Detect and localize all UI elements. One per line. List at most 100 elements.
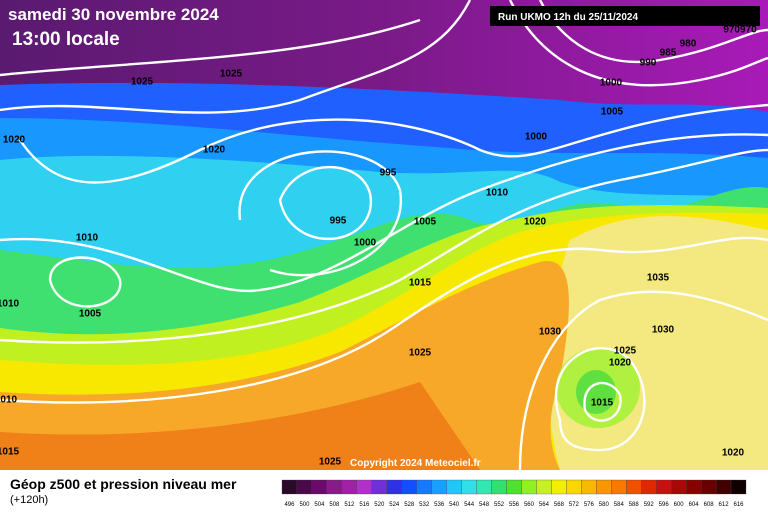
- colorbar-swatch: [700, 479, 717, 495]
- colorbar-label: 556: [509, 502, 520, 508]
- colorbar-label: 616: [734, 502, 745, 508]
- colorbar-swatch: [371, 479, 387, 495]
- colorbar-label: 580: [599, 502, 610, 508]
- map-subtitle: 13:00 locale: [12, 29, 120, 50]
- colorbar-swatch: [685, 479, 702, 495]
- colorbar-label: 568: [554, 502, 565, 508]
- isobar-label: 1020: [3, 135, 26, 146]
- isobar-label: 980: [680, 39, 697, 50]
- isobar-label: 1005: [414, 217, 437, 228]
- isobar-label: 1020: [609, 358, 632, 369]
- colorbar-label: 588: [629, 502, 640, 508]
- colorbar-swatch: [326, 479, 343, 495]
- colorbar-swatch: [671, 479, 687, 495]
- colorbar-swatch: [431, 479, 447, 495]
- colorbar-label: 504: [314, 502, 325, 508]
- colorbar-swatch: [386, 479, 402, 495]
- colorbar-label: 544: [464, 502, 475, 508]
- colorbar-swatch: [611, 479, 627, 495]
- colorbar-swatch: [356, 479, 372, 495]
- colorbar-label: 604: [689, 502, 700, 508]
- colorbar-swatch: [551, 479, 567, 495]
- colorbar-label: 600: [674, 502, 685, 508]
- colorbar-label: 564: [539, 502, 550, 508]
- colorbar-label: 524: [389, 502, 400, 508]
- isobar-label: 1025: [614, 346, 637, 357]
- colorbar-swatch: [401, 479, 417, 495]
- isobar-label: 1015: [591, 398, 614, 409]
- isobar-label: 1035: [647, 273, 670, 284]
- colorbar-label: 592: [644, 502, 655, 508]
- isobar-label: 1000: [600, 78, 623, 89]
- isobar-label: 1005: [601, 107, 624, 118]
- isobar-label: 1010: [0, 395, 18, 406]
- colorbar-swatch: [446, 479, 462, 495]
- colorbar-label: 496: [284, 502, 295, 508]
- run-box: [490, 6, 760, 26]
- colorbar-label: 552: [494, 502, 505, 508]
- isobar-label: 1020: [203, 145, 226, 156]
- colorbar-label: 584: [614, 502, 625, 508]
- isobar-label: 1010: [486, 188, 509, 199]
- isobar-label: 1000: [354, 238, 377, 249]
- run-label: Run UKMO 12h du 25/11/2024: [498, 12, 638, 23]
- colorbar-label: 548: [479, 502, 490, 508]
- colorbar-label: 576: [584, 502, 595, 508]
- isobar-label: 1015: [0, 447, 20, 458]
- colorbar-swatch: [341, 479, 357, 495]
- colorbar-swatch: [656, 479, 672, 495]
- colorbar-swatch: [596, 479, 612, 495]
- copyright: Copyright 2024 Meteociel.fr: [350, 458, 481, 469]
- isobar-label: 1025: [131, 77, 154, 88]
- colorbar-swatch: [581, 479, 597, 495]
- isobar-label: 985: [660, 48, 677, 59]
- colorbar-label: 512: [344, 502, 355, 508]
- legend-lead: (+120h): [10, 494, 48, 506]
- colorbar-label: 516: [359, 502, 370, 508]
- isobar-label: 1030: [652, 325, 675, 336]
- colorbar-swatch: [461, 479, 477, 495]
- colorbar-label: 508: [329, 502, 340, 508]
- isobar-label: 995: [380, 168, 397, 179]
- map-title: samedi 30 novembre 2024: [8, 5, 219, 24]
- isobar-label: 1025: [319, 457, 342, 468]
- colorbar-label: 560: [524, 502, 535, 508]
- colorbar: 496 500 504 508 512 516 520 524 528 532 536 540 544 5…: [281, 479, 747, 508]
- colorbar-label: 596: [659, 502, 670, 508]
- isobar-label: 1010: [76, 233, 99, 244]
- colorbar-label: 572: [569, 502, 580, 508]
- isobar-label: 990: [640, 58, 657, 69]
- colorbar-swatch: [416, 479, 432, 495]
- legend-title: Géop z500 et pression niveau mer: [10, 476, 237, 492]
- colorbar-swatch: [476, 479, 492, 495]
- colorbar-label: 528: [404, 502, 415, 508]
- isobar-label: 970970: [723, 25, 757, 36]
- isobar-labels: 1025102510201020995995100010101005101510…: [0, 25, 757, 468]
- isobars: [0, 0, 768, 470]
- colorbar-swatch: [626, 479, 642, 495]
- isobar-label: 1015: [409, 278, 432, 289]
- colorbar-swatch: [296, 479, 313, 495]
- isobar-label: 1025: [220, 69, 243, 80]
- colorbar-label: 540: [449, 502, 460, 508]
- colorbar-swatch: [506, 479, 522, 495]
- colorbar-swatch: [730, 479, 747, 495]
- isobar-label: 1005: [79, 309, 102, 320]
- isobar-label: 1010: [0, 299, 20, 310]
- colorbar-label: 536: [434, 502, 445, 508]
- colorbar-swatch: [641, 479, 657, 495]
- colorbar-label: 612: [719, 502, 730, 508]
- isobar-label: 1000: [525, 132, 548, 143]
- isobar-label: 1025: [409, 348, 432, 359]
- colorbar-swatch: [536, 479, 552, 495]
- colorbar-swatch: [566, 479, 582, 495]
- colorbar-label: 532: [419, 502, 430, 508]
- colorbar-label: 500: [299, 502, 310, 508]
- colorbar-swatch: [491, 479, 507, 495]
- colorbar-swatch: [311, 479, 328, 495]
- isobar-label: 995: [330, 216, 347, 227]
- colorbar-swatch: [715, 479, 732, 495]
- isobar-label: 1030: [539, 327, 562, 338]
- isobar-label: 1020: [722, 448, 745, 459]
